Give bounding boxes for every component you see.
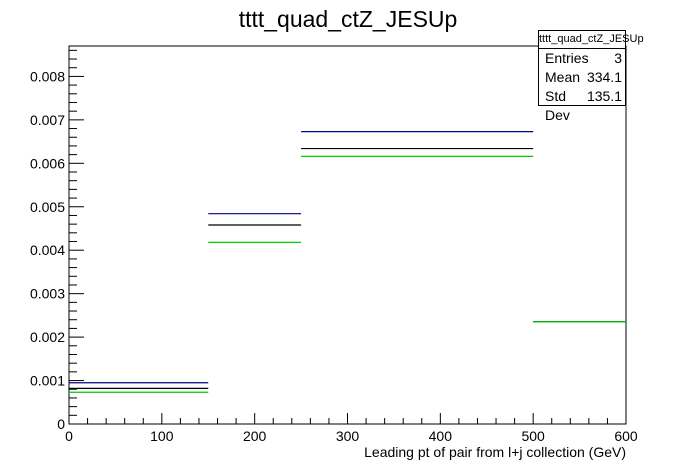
y-tick-label: 0 <box>57 416 65 432</box>
stats-row-stddev: Std Dev 135.1 <box>539 87 625 123</box>
y-tick-label: 0.005 <box>30 199 65 215</box>
stats-label: Entries <box>545 50 589 66</box>
x-tick-label: 400 <box>429 428 453 444</box>
stats-box: tttt_quad_ctZ_JESUp Entries 3 Mean 334.1… <box>538 30 644 123</box>
y-tick-label: 0.003 <box>30 286 65 302</box>
stats-label: Mean <box>545 69 581 85</box>
y-tick-label: 0.004 <box>30 242 65 258</box>
y-tick-label: 0.007 <box>30 112 65 128</box>
x-tick-label: 600 <box>614 428 638 444</box>
histogram-series <box>69 130 626 393</box>
stats-value: 334.1 <box>586 69 622 85</box>
chart-title: tttt_quad_ctZ_JESUp <box>239 6 458 32</box>
x-tick-label: 200 <box>243 428 267 444</box>
y-tick-label: 0.001 <box>30 373 65 389</box>
y-tick-label: 0.002 <box>30 329 65 345</box>
x-axis-label: Leading pt of pair from l+j collection (… <box>364 444 626 460</box>
stats-value: 3 <box>614 50 622 66</box>
y-tick-label: 0.006 <box>30 155 65 171</box>
x-axis: 0 100 200 300 400 500 600 <box>65 413 638 444</box>
stats-value: 135.1 <box>586 88 622 104</box>
stats-row-entries: Entries 3 <box>539 49 625 68</box>
stats-title: tttt_quad_ctZ_JESUp <box>539 31 644 49</box>
x-tick-label: 0 <box>65 428 73 444</box>
stats-label: Std Dev <box>545 88 570 123</box>
y-axis: 0 0.001 0.002 0.003 0.004 0.005 0.006 0.007 0.00… <box>30 49 84 432</box>
x-tick-label: 500 <box>521 428 545 444</box>
stats-row-mean: Mean 334.1 <box>539 68 625 87</box>
y-tick-label: 0.008 <box>30 68 65 84</box>
x-tick-label: 300 <box>336 428 360 444</box>
x-tick-label: 100 <box>150 428 174 444</box>
